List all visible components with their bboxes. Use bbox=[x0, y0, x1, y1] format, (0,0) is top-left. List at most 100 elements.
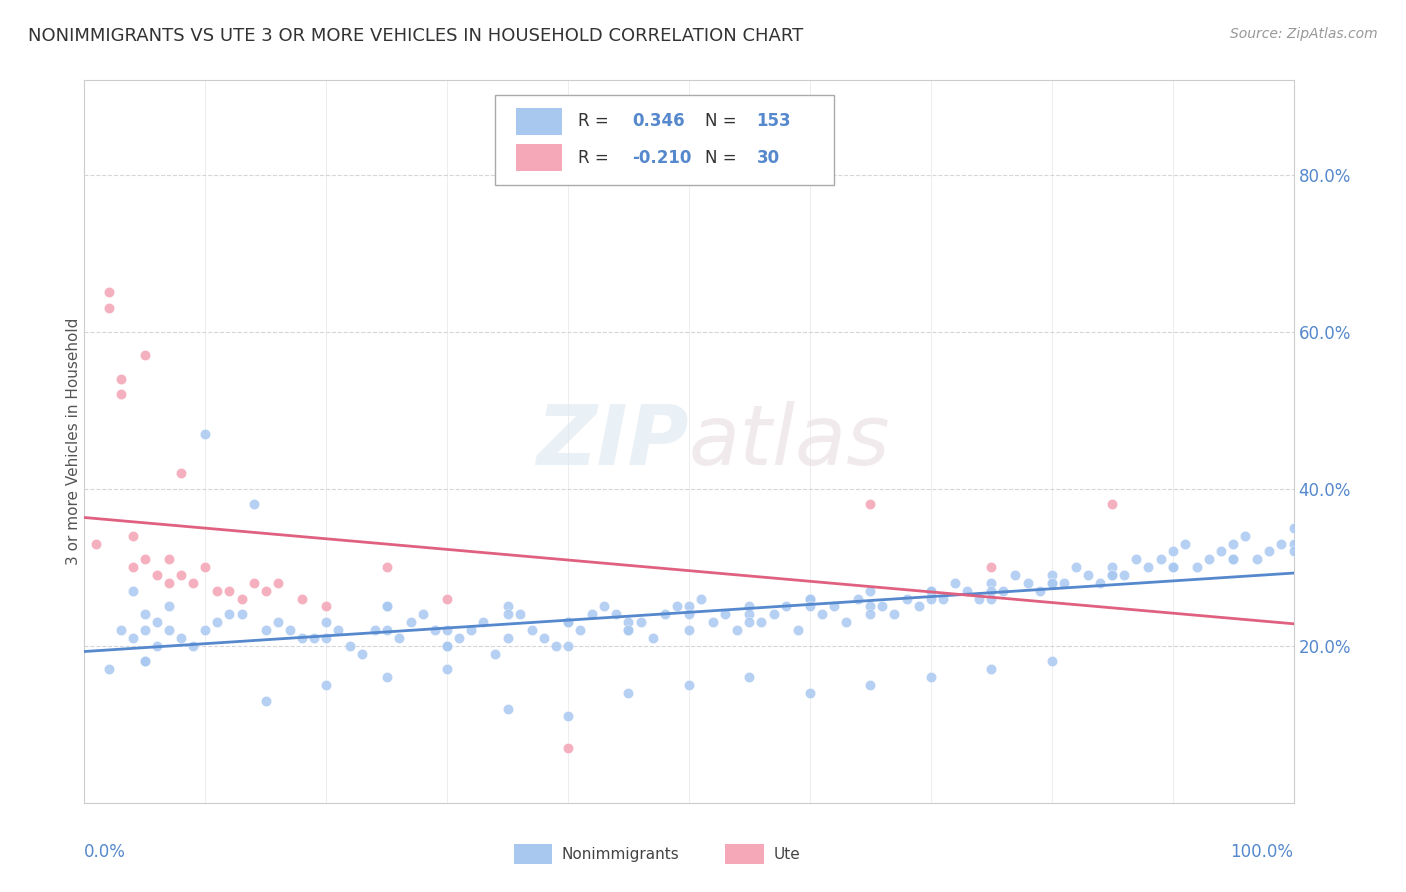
Point bbox=[375, 599, 398, 614]
Point bbox=[1101, 568, 1123, 582]
Point bbox=[134, 552, 156, 566]
Point bbox=[907, 599, 929, 614]
Point bbox=[254, 694, 277, 708]
Point bbox=[738, 607, 761, 622]
Point bbox=[134, 348, 156, 362]
Point bbox=[496, 607, 519, 622]
Point bbox=[436, 591, 458, 606]
Point bbox=[1258, 544, 1281, 558]
Point bbox=[980, 560, 1002, 574]
Point bbox=[181, 575, 204, 590]
Text: R =: R = bbox=[578, 112, 613, 130]
Point bbox=[157, 552, 180, 566]
Y-axis label: 3 or more Vehicles in Household: 3 or more Vehicles in Household bbox=[66, 318, 80, 566]
Point bbox=[157, 599, 180, 614]
Point bbox=[605, 607, 627, 622]
Point bbox=[544, 639, 567, 653]
Point bbox=[533, 631, 555, 645]
Point bbox=[1137, 560, 1160, 574]
Point bbox=[496, 631, 519, 645]
Point bbox=[328, 623, 350, 637]
Point bbox=[315, 631, 337, 645]
Point bbox=[121, 529, 143, 543]
Point bbox=[509, 607, 531, 622]
Point bbox=[1222, 552, 1244, 566]
Point bbox=[242, 575, 264, 590]
Point bbox=[1149, 552, 1171, 566]
Point bbox=[920, 583, 942, 598]
Point bbox=[315, 615, 337, 630]
Point bbox=[1064, 560, 1087, 574]
Point bbox=[134, 655, 156, 669]
Point bbox=[1088, 575, 1111, 590]
Point bbox=[823, 599, 845, 614]
Point bbox=[980, 583, 1002, 598]
Text: 0.0%: 0.0% bbox=[84, 843, 127, 861]
Point bbox=[1246, 552, 1268, 566]
Point bbox=[1040, 568, 1063, 582]
Point bbox=[352, 647, 374, 661]
Point bbox=[1198, 552, 1220, 566]
Text: 153: 153 bbox=[756, 112, 792, 130]
Point bbox=[1209, 544, 1232, 558]
Point bbox=[751, 615, 773, 630]
Point bbox=[1101, 568, 1123, 582]
Point bbox=[121, 631, 143, 645]
Text: ZIP: ZIP bbox=[536, 401, 689, 482]
Point bbox=[617, 623, 640, 637]
Point bbox=[472, 615, 495, 630]
Point bbox=[218, 607, 240, 622]
Point bbox=[859, 607, 882, 622]
Point bbox=[1234, 529, 1257, 543]
Point bbox=[207, 615, 229, 630]
Point bbox=[557, 740, 579, 755]
Point bbox=[278, 623, 301, 637]
Point bbox=[496, 701, 519, 715]
Point bbox=[1282, 536, 1305, 550]
Text: 100.0%: 100.0% bbox=[1230, 843, 1294, 861]
Point bbox=[920, 583, 942, 598]
Point bbox=[920, 670, 942, 684]
Point bbox=[399, 615, 422, 630]
Point bbox=[654, 607, 676, 622]
Point bbox=[738, 615, 761, 630]
Point bbox=[436, 623, 458, 637]
Point bbox=[170, 631, 193, 645]
FancyBboxPatch shape bbox=[513, 844, 553, 864]
Point bbox=[291, 631, 314, 645]
FancyBboxPatch shape bbox=[725, 844, 763, 864]
Point bbox=[375, 623, 398, 637]
Point bbox=[121, 583, 143, 598]
Point bbox=[920, 591, 942, 606]
Point bbox=[956, 583, 979, 598]
Point bbox=[363, 623, 385, 637]
Point bbox=[1040, 575, 1063, 590]
Point bbox=[859, 497, 882, 511]
Point bbox=[617, 686, 640, 700]
Point bbox=[1114, 568, 1136, 582]
Point bbox=[725, 623, 748, 637]
Point bbox=[702, 615, 724, 630]
Point bbox=[97, 662, 120, 676]
Point bbox=[449, 631, 471, 645]
Point bbox=[593, 599, 616, 614]
Point bbox=[630, 615, 652, 630]
Text: NONIMMIGRANTS VS UTE 3 OR MORE VEHICLES IN HOUSEHOLD CORRELATION CHART: NONIMMIGRANTS VS UTE 3 OR MORE VEHICLES … bbox=[28, 27, 803, 45]
Point bbox=[218, 583, 240, 598]
Point bbox=[170, 466, 193, 480]
Point bbox=[762, 607, 785, 622]
Point bbox=[1028, 583, 1050, 598]
Point bbox=[714, 607, 737, 622]
Point bbox=[846, 591, 869, 606]
Point bbox=[231, 607, 253, 622]
Point bbox=[980, 575, 1002, 590]
Point bbox=[665, 599, 688, 614]
Point bbox=[134, 655, 156, 669]
Point bbox=[110, 387, 132, 401]
Point bbox=[557, 709, 579, 723]
Point bbox=[1053, 575, 1076, 590]
Point bbox=[896, 591, 918, 606]
Point bbox=[484, 647, 506, 661]
Point bbox=[436, 662, 458, 676]
Point bbox=[617, 623, 640, 637]
